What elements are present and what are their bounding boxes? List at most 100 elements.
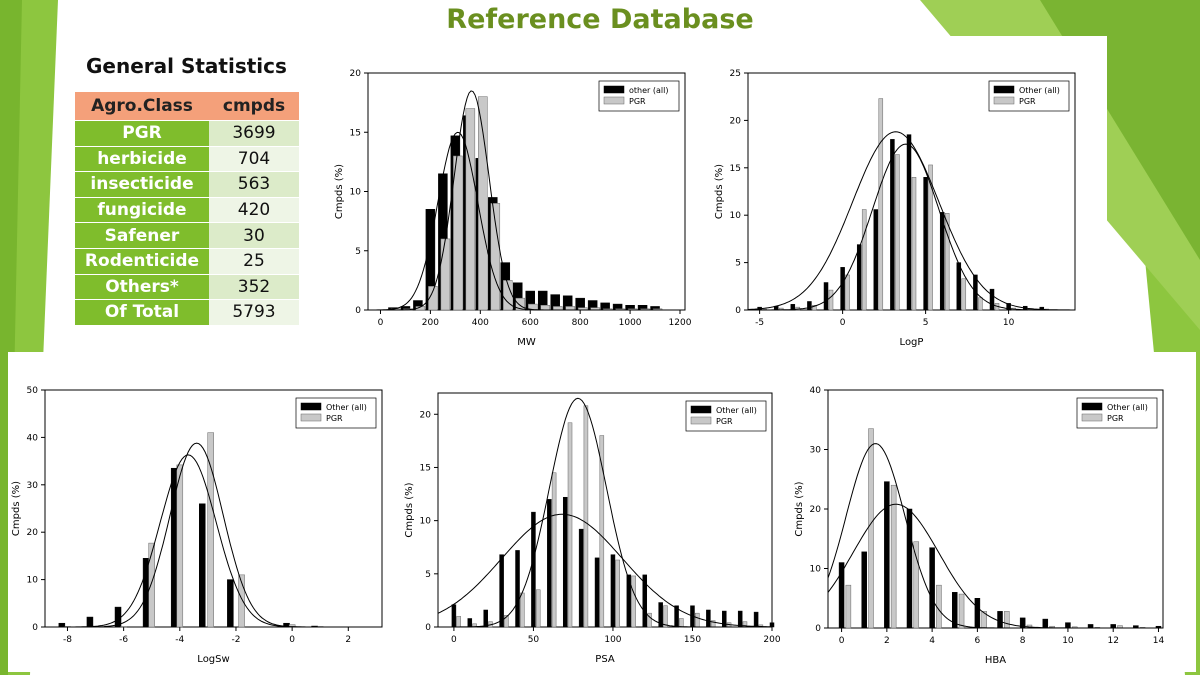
other-all-bar xyxy=(973,274,978,311)
y-tick-label: 40 xyxy=(810,386,822,396)
logsw-histogram-chart: 0 10 20 30 40 50 -8 -6 -4 -2 0 2 LogSw Cmpds (%) Other… xyxy=(11,386,383,665)
count-cell: 563 xyxy=(209,171,299,197)
pgr-bar xyxy=(428,286,438,311)
plot-frame xyxy=(437,392,773,628)
plot-frame xyxy=(747,72,1076,311)
pgr-bar xyxy=(913,541,920,629)
legend-label: Other (all) xyxy=(1107,403,1148,412)
pgr-bar xyxy=(647,612,652,628)
pgr-bar xyxy=(148,542,155,628)
column-header-agro-class: Agro.Class xyxy=(75,92,209,120)
agro-class-cell: PGR xyxy=(75,120,209,146)
pgr-bar xyxy=(911,177,917,311)
pgr-fit-curve xyxy=(748,143,1075,311)
logp-histogram-chart: 0 5 10 15 20 25 -5 0 5 10 LogP Cmpds (%) Other (all)… xyxy=(714,69,1076,348)
x-tick-label: 0 xyxy=(451,635,457,645)
agro-class-cell: Rodenticide xyxy=(75,247,209,274)
other-all-bar xyxy=(974,598,981,629)
other-all-bar xyxy=(515,550,520,628)
y-tick-label: 30 xyxy=(27,481,39,491)
pgr-bar xyxy=(565,306,575,311)
pgr-bar xyxy=(631,575,636,628)
pgr-bar xyxy=(615,559,620,628)
pgr-bar xyxy=(552,306,563,311)
other-all-bar xyxy=(952,592,958,629)
pgr-bar xyxy=(440,238,451,311)
column-header-cmpds: cmpds xyxy=(209,92,299,120)
x-tick-label: -6 xyxy=(119,635,128,645)
x-tick-label: 150 xyxy=(684,635,701,645)
pgr-bar xyxy=(679,618,684,628)
legend-label: Other (all) xyxy=(326,403,367,412)
pgr-bar xyxy=(944,213,950,311)
legend-swatch xyxy=(300,413,322,422)
x-axis-label: LogSw xyxy=(197,654,229,665)
other-all-bar xyxy=(483,609,488,628)
legend-swatch xyxy=(1081,402,1103,411)
other-all-bar xyxy=(890,139,895,311)
legend-label: PGR xyxy=(1107,414,1124,423)
other-all-bar xyxy=(1110,624,1116,629)
x-tick-label: 100 xyxy=(604,635,621,645)
other-all-bar xyxy=(658,602,663,628)
pgr-bar xyxy=(861,209,867,311)
pgr-bar xyxy=(978,297,983,311)
legend-label: PGR xyxy=(716,417,733,426)
other-all-bar xyxy=(499,554,504,628)
legend-box xyxy=(295,397,377,429)
x-axis-label: HBA xyxy=(985,655,1006,666)
y-axis-label: Cmpds (%) xyxy=(404,482,415,537)
pgr-bar xyxy=(928,164,933,311)
other-all-bar xyxy=(1087,624,1094,629)
count-cell: 3699 xyxy=(209,120,299,146)
other-all-bar xyxy=(562,496,568,628)
other-all-bar xyxy=(642,574,648,628)
pgr-bar xyxy=(895,154,900,311)
x-tick-label: 1000 xyxy=(619,318,642,328)
y-axis-label: Cmpds (%) xyxy=(11,481,22,536)
other-all-fit-curve xyxy=(747,131,1075,311)
other-all-fit-curve xyxy=(827,503,1163,629)
other-all-bar xyxy=(578,528,584,628)
other-all-bar xyxy=(1065,622,1071,629)
legend-swatch xyxy=(1081,413,1103,422)
table-row: PGR 3699 xyxy=(75,120,299,146)
other-all-bar xyxy=(58,622,66,628)
pgr-fit-curve xyxy=(368,90,685,311)
pgr-bar xyxy=(878,98,884,311)
x-tick-label: 200 xyxy=(763,635,780,645)
stats-table: Agro.Class cmpds PGR 3699 herbicide 704 in… xyxy=(75,92,299,325)
other-all-bar xyxy=(626,574,632,628)
x-tick-label: 6 xyxy=(975,636,981,646)
count-cell: 704 xyxy=(209,145,299,172)
x-tick-label: 14 xyxy=(1153,636,1165,646)
other-all-bar xyxy=(1006,303,1011,311)
other-all-bar xyxy=(807,301,812,311)
pgr-bar xyxy=(490,203,501,311)
x-tick-label: 200 xyxy=(422,318,439,328)
pgr-bar xyxy=(694,612,700,628)
y-tick-label: 10 xyxy=(810,565,822,575)
y-tick-label: 15 xyxy=(350,128,361,138)
pgr-bar xyxy=(812,305,817,311)
x-tick-label: -4 xyxy=(175,635,184,645)
other-all-bar xyxy=(737,610,743,628)
other-all-bar xyxy=(956,262,962,311)
table-row: fungicide 420 xyxy=(75,196,299,223)
legend-swatch xyxy=(690,416,712,425)
y-tick-label: 20 xyxy=(420,410,432,420)
x-tick-label: 600 xyxy=(522,318,539,328)
pgr-bar xyxy=(515,297,526,311)
other-all-bar xyxy=(997,611,1003,629)
x-tick-label: 0 xyxy=(378,318,384,328)
other-all-bar xyxy=(467,618,473,628)
y-tick-label: 5 xyxy=(735,259,741,269)
other-all-bar xyxy=(594,557,600,628)
pgr-bar xyxy=(845,274,850,311)
other-all-bar xyxy=(861,551,867,629)
y-tick-label: 15 xyxy=(730,164,741,174)
legend-swatch xyxy=(603,85,625,94)
agro-class-cell: Others* xyxy=(75,273,209,300)
other-all-bar xyxy=(884,481,890,629)
